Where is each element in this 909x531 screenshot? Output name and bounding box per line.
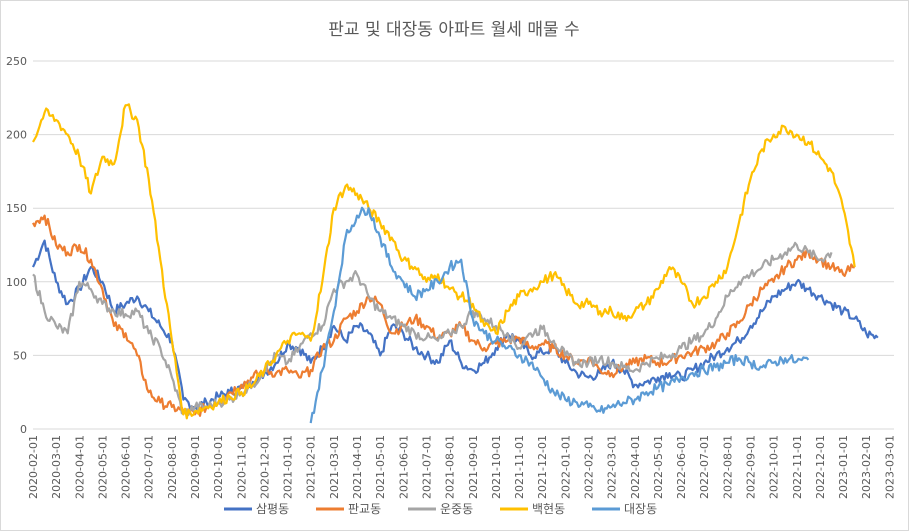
x-tick-label: 2020-11-01 [235, 435, 248, 499]
x-tick-label: 2022-04-01 [629, 435, 642, 499]
x-tick-label: 2021-06-01 [397, 435, 410, 499]
x-tick-label: 2022-03-01 [606, 435, 619, 499]
x-tick-label: 2020-03-01 [50, 435, 63, 499]
x-tick-label: 2022-01-01 [559, 435, 572, 499]
x-tick-label: 2022-05-01 [652, 435, 665, 499]
x-tick-label: 2020-05-01 [96, 435, 109, 499]
x-tick-label: 2021-01-01 [282, 435, 295, 499]
legend-label: 판교동 [348, 502, 381, 516]
y-tick-label: 200 [6, 129, 27, 142]
x-tick-label: 2021-07-01 [420, 435, 433, 499]
series-line-4 [309, 206, 810, 424]
x-tick-label: 2021-05-01 [374, 435, 387, 499]
x-tick-label: 2020-06-01 [120, 435, 133, 499]
y-tick-label: 100 [6, 276, 27, 289]
x-tick-label: 2022-10-01 [768, 435, 781, 499]
x-tick-label: 2021-09-01 [467, 435, 480, 499]
x-tick-label: 2023-03-01 [883, 435, 896, 499]
x-tick-label: 2023-01-01 [837, 435, 850, 499]
y-tick-label: 250 [6, 55, 27, 68]
x-tick-label: 2021-11-01 [513, 435, 526, 499]
series-line-3 [32, 103, 856, 420]
gridlines [33, 60, 894, 430]
legend: 삼평동 판교동 운중동 백현동 대장동 [224, 502, 657, 516]
series-lines [32, 103, 879, 424]
x-tick-label: 2022-07-01 [698, 435, 711, 499]
x-tick-label: 2021-03-01 [328, 435, 341, 499]
x-axis: 2020-02-01 2020-03-01 2020-04-01 2020-05-01… [27, 435, 896, 499]
x-tick-label: 2022-11-01 [791, 435, 804, 499]
x-tick-label: 2020-08-01 [166, 435, 179, 499]
x-tick-label: 2020-04-01 [73, 435, 86, 499]
series-line-1 [32, 214, 855, 417]
legend-label: 운중동 [440, 502, 473, 516]
x-tick-label: 2022-06-01 [675, 435, 688, 499]
x-tick-label: 2021-10-01 [490, 435, 503, 499]
x-tick-label: 2020-12-01 [258, 435, 271, 499]
x-tick-label: 2020-10-01 [212, 435, 225, 499]
x-tick-label: 2021-08-01 [444, 435, 457, 499]
legend-label: 대장동 [624, 502, 657, 516]
x-tick-label: 2020-02-01 [27, 435, 40, 499]
y-tick-label: 150 [6, 202, 27, 215]
x-tick-label: 2022-02-01 [582, 435, 595, 499]
x-tick-label: 2020-07-01 [143, 435, 156, 499]
chart-title: 판교 및 대장동 아파트 월세 매물 수 [328, 20, 579, 40]
x-tick-label: 2020-09-01 [189, 435, 202, 499]
x-tick-label: 2022-09-01 [745, 435, 758, 499]
y-tick-label: 50 [13, 349, 27, 362]
x-tick-label: 2023-02-01 [860, 435, 873, 499]
y-tick-label: 0 [20, 423, 27, 436]
series-line-2 [32, 241, 833, 416]
x-tick-label: 2022-12-01 [814, 435, 827, 499]
x-tick-label: 2021-04-01 [351, 435, 364, 499]
x-tick-label: 2022-08-01 [721, 435, 734, 499]
x-tick-label: 2021-02-01 [305, 435, 318, 499]
legend-label: 백현동 [532, 502, 565, 516]
y-axis: 0 50 100 150 200 250 [6, 55, 27, 436]
x-tick-label: 2021-12-01 [536, 435, 549, 499]
legend-label: 삼평동 [256, 502, 289, 516]
